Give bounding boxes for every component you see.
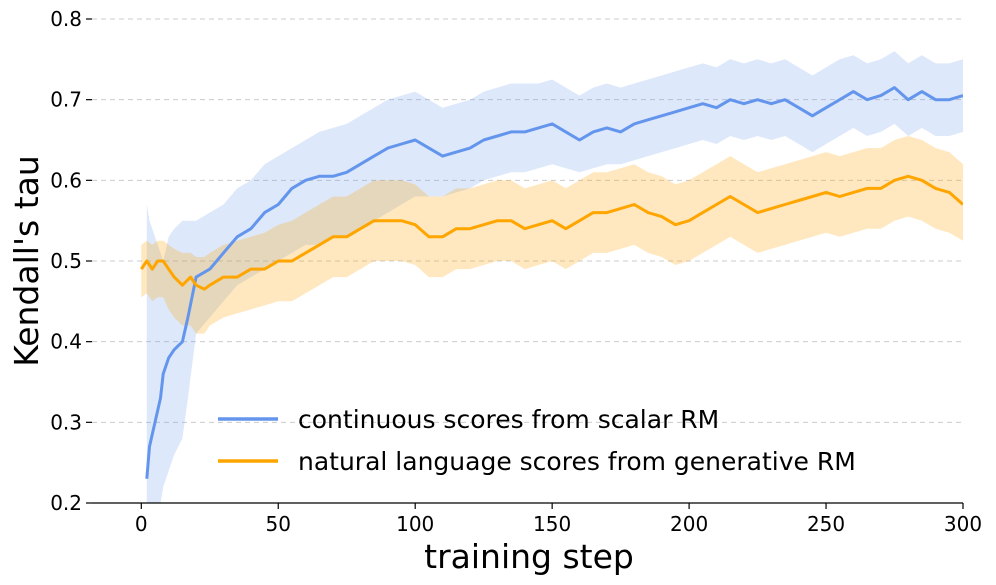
series-lines	[140, 86, 963, 479]
y-tick-label: 0.6	[50, 168, 82, 192]
x-tick-label: 100	[396, 512, 434, 536]
legend: continuous scores from scalar RM natural…	[218, 405, 856, 476]
tick-labels: 0.2 0.3 0.4 0.5 0.6 0.7 0.8 0 50 100 150 200 250 300	[50, 7, 982, 536]
y-tick-label: 0.4	[50, 330, 82, 354]
y-tick-label: 0.3	[50, 410, 82, 434]
confidence-bands	[141, 51, 963, 503]
legend-label-scalar-rm: continuous scores from scalar RM	[298, 405, 719, 434]
x-axis-title: training step	[424, 537, 634, 576]
legend-label-generative-rm: natural language scores from generative …	[298, 447, 856, 476]
x-tick-label: 0	[135, 512, 148, 536]
axes	[86, 18, 964, 509]
series-line-1	[140, 174, 963, 291]
y-tick-label: 0.2	[50, 491, 82, 515]
y-tick-label: 0.7	[50, 88, 82, 112]
grid-lines	[92, 18, 963, 423]
x-tick-label: 150	[533, 512, 571, 536]
x-tick-label: 200	[670, 512, 708, 536]
x-tick-label: 250	[807, 512, 845, 536]
x-tick-label: 50	[266, 512, 291, 536]
y-tick-label: 0.8	[50, 7, 82, 31]
y-axis-title: Kendall's tau	[7, 155, 46, 367]
series-band-1	[141, 136, 963, 334]
series-band-0	[146, 51, 963, 503]
x-tick-label: 300	[944, 512, 982, 536]
y-tick-label: 0.5	[50, 249, 82, 273]
series-line-0	[145, 86, 963, 479]
